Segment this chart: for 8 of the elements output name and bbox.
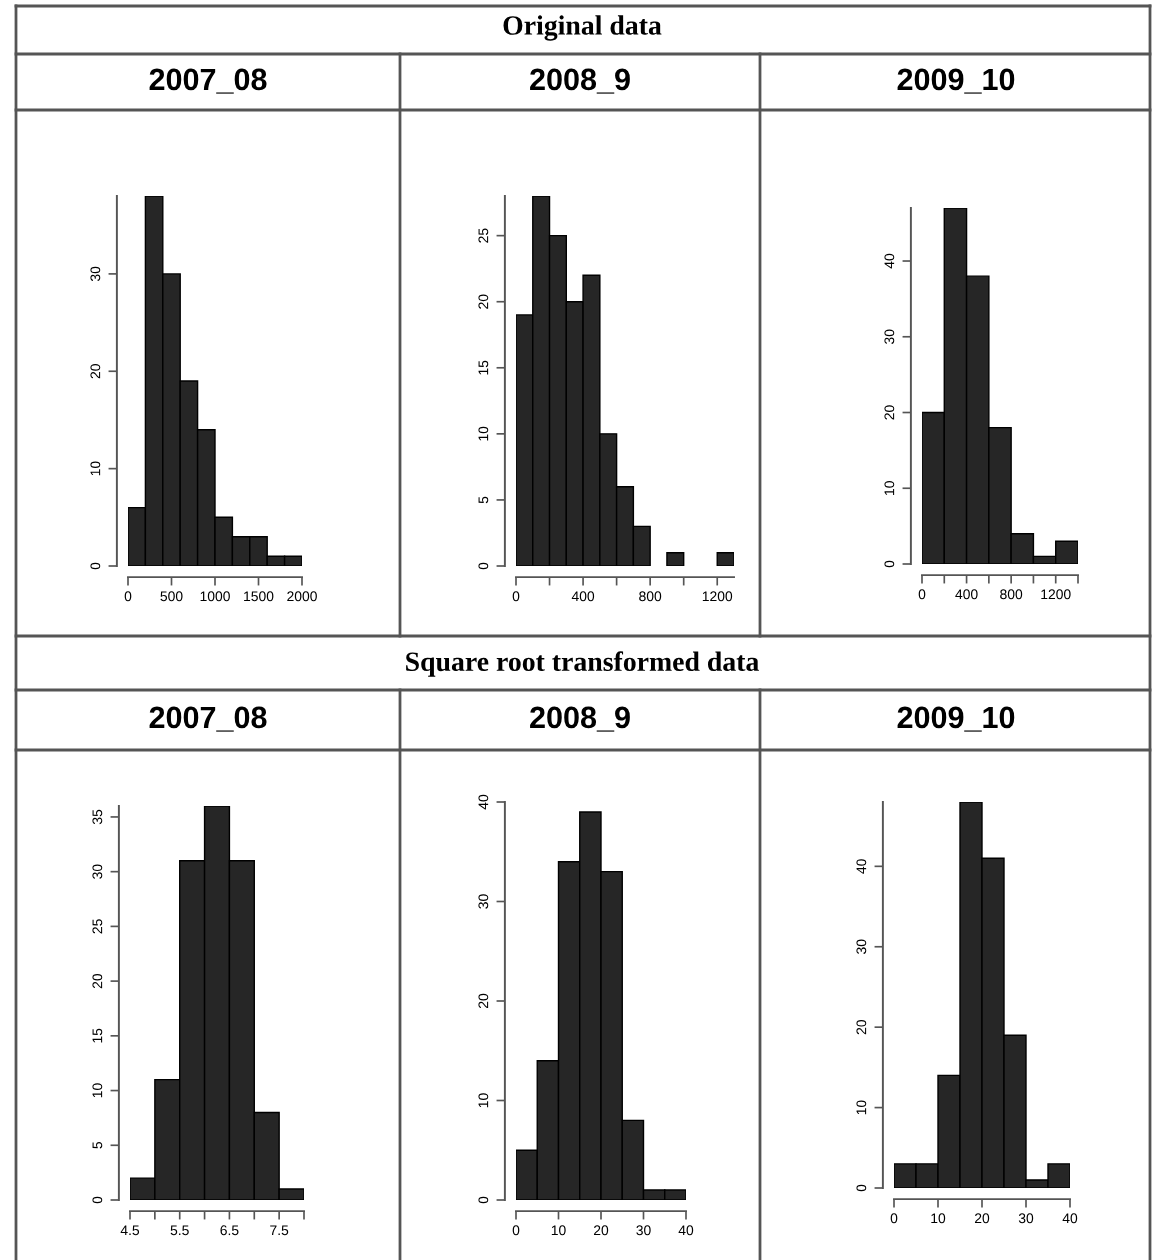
text: Original data	[503, 15, 662, 41]
chart-title: 2009_10	[897, 706, 1015, 732]
text: Square root transformed data	[406, 651, 759, 677]
chart-title: 2008_9	[530, 706, 630, 732]
chart-title: 2007_08	[149, 706, 267, 732]
chart-title: 2008_9	[530, 68, 630, 94]
chart-title: 2007_08	[149, 68, 267, 94]
chart-title: 2009_10	[897, 68, 1015, 94]
